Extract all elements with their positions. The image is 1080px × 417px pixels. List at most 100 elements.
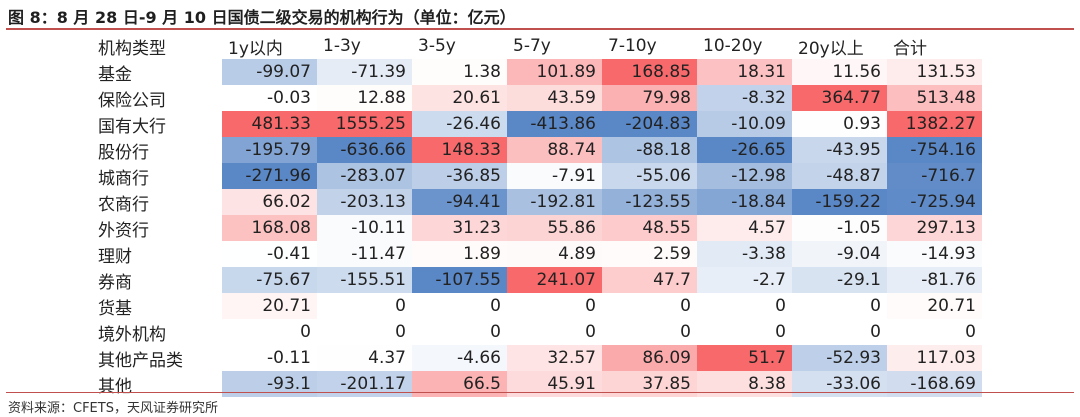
table-row: 其他产品类 -0.11 4.37 -4.66 32.57 86.09 51.7 -52.93 1… [92, 345, 982, 371]
value-cell: 20.61 [412, 85, 507, 111]
source-note: 资料来源：CFETS，天风证券研究所 [8, 401, 218, 416]
row-label: 其他 [98, 376, 132, 397]
value-cell: -12.98 [697, 163, 792, 189]
value-cell: -201.17 [317, 371, 412, 397]
row-label: 货基 [98, 298, 132, 319]
value-cell: 168.85 [602, 59, 697, 85]
value-cell: 131.53 [887, 59, 982, 85]
table-row: 外资行 168.08 -10.11 31.23 55.86 48.55 4.57 -1.05 2… [92, 215, 982, 241]
value-cell: -0.11 [222, 345, 317, 371]
value-cell: -14.93 [887, 241, 982, 267]
value-cell: 12.88 [317, 85, 412, 111]
header-3-5y: 3-5y [418, 36, 456, 56]
value-cell: 55.86 [507, 215, 602, 241]
value-cell: 148.33 [412, 137, 507, 163]
value-cell: 45.91 [507, 371, 602, 397]
table-row: 国有大行 481.33 1555.25 -26.46 -413.86 -204.83 -10… [92, 111, 982, 137]
value-cell: 20.71 [887, 293, 982, 319]
value-cell: 1382.27 [887, 111, 982, 137]
value-cell: 32.57 [507, 345, 602, 371]
value-cell: -283.07 [317, 163, 412, 189]
value-cell: -192.81 [507, 189, 602, 215]
value-cell: -75.67 [222, 267, 317, 293]
value-cell: -1.05 [792, 215, 887, 241]
value-cell: 481.33 [222, 111, 317, 137]
value-cell: -26.65 [697, 137, 792, 163]
value-cell: 18.31 [697, 59, 792, 85]
value-cell: 11.56 [792, 59, 887, 85]
value-cell: -725.94 [887, 189, 982, 215]
value-cell: -8.32 [697, 85, 792, 111]
value-cell: 297.13 [887, 215, 982, 241]
value-cell: 66.5 [412, 371, 507, 397]
value-cell: 20.71 [222, 293, 317, 319]
table-row: 其他 -93.1 -201.17 66.5 45.91 37.85 8.38 -33.06 -1… [92, 371, 982, 397]
value-cell: -636.66 [317, 137, 412, 163]
table-row: 城商行 -271.96 -283.07 -36.85 -7.91 -55.06 -12.98… [92, 163, 982, 189]
table-body: 基金 -99.07 -71.39 1.38 101.89 168.85 18.31 11.56… [92, 59, 982, 397]
value-cell: 0 [317, 319, 412, 345]
header-institution-type: 机构类型 [98, 38, 166, 59]
row-label: 国有大行 [98, 116, 166, 137]
value-cell: -204.83 [602, 111, 697, 137]
value-cell: 1.89 [412, 241, 507, 267]
row-label: 券商 [98, 272, 132, 293]
header-1-3y: 1-3y [323, 36, 361, 56]
value-cell: 43.59 [507, 85, 602, 111]
value-cell: -754.16 [887, 137, 982, 163]
header-under-1y: 1y以内 [228, 38, 283, 59]
row-label: 农商行 [98, 194, 149, 215]
header-7-10y: 7-10y [608, 36, 657, 56]
value-cell: 0.93 [792, 111, 887, 137]
value-cell: -55.06 [602, 163, 697, 189]
value-cell: 0 [412, 319, 507, 345]
title-rule [6, 28, 1074, 30]
value-cell: -7.91 [507, 163, 602, 189]
value-cell: 241.07 [507, 267, 602, 293]
row-label: 基金 [98, 64, 132, 85]
value-cell: 31.23 [412, 215, 507, 241]
value-cell: 51.7 [697, 345, 792, 371]
value-cell: -195.79 [222, 137, 317, 163]
value-cell: -0.03 [222, 85, 317, 111]
table-row: 境外机构 0 0 0 0 0 0 0 0 [92, 319, 982, 345]
value-cell: 101.89 [507, 59, 602, 85]
value-cell: 2.59 [602, 241, 697, 267]
figure-title: 图 8：8 月 28 日-9 月 10 日国债二级交易的机构行为（单位：亿元） [8, 8, 516, 27]
table-row: 券商 -75.67 -155.51 -107.55 241.07 47.7 -2.7 -29.… [92, 267, 982, 293]
value-cell: 86.09 [602, 345, 697, 371]
value-cell: 8.38 [697, 371, 792, 397]
table-row: 农商行 66.02 -203.13 -94.41 -192.81 -123.55 -18.8… [92, 189, 982, 215]
header-total: 合计 [893, 38, 927, 59]
header-over-20y: 20y以上 [798, 38, 864, 59]
value-cell: 0 [602, 319, 697, 345]
value-cell: -155.51 [317, 267, 412, 293]
row-label: 城商行 [98, 168, 149, 189]
row-label: 股份行 [98, 142, 149, 163]
value-cell: 0 [317, 293, 412, 319]
table-row: 货基 20.71 0 0 0 0 0 0 20.71 [92, 293, 982, 319]
value-cell: 513.48 [887, 85, 982, 111]
value-cell: -0.41 [222, 241, 317, 267]
value-cell: 48.55 [602, 215, 697, 241]
value-cell: -29.1 [792, 267, 887, 293]
value-cell: -81.76 [887, 267, 982, 293]
value-cell: 37.85 [602, 371, 697, 397]
value-cell: 79.98 [602, 85, 697, 111]
value-cell: 88.74 [507, 137, 602, 163]
value-cell: 0 [792, 319, 887, 345]
value-cell: -10.09 [697, 111, 792, 137]
row-label: 理财 [98, 246, 132, 267]
value-cell: 4.37 [317, 345, 412, 371]
value-cell: -123.55 [602, 189, 697, 215]
value-cell: 364.77 [792, 85, 887, 111]
value-cell: -99.07 [222, 59, 317, 85]
value-cell: -11.47 [317, 241, 412, 267]
value-cell: -168.69 [887, 371, 982, 397]
value-cell: -71.39 [317, 59, 412, 85]
value-cell: -48.87 [792, 163, 887, 189]
value-cell: 117.03 [887, 345, 982, 371]
value-cell: 0 [412, 293, 507, 319]
value-cell: -271.96 [222, 163, 317, 189]
value-cell: -4.66 [412, 345, 507, 371]
